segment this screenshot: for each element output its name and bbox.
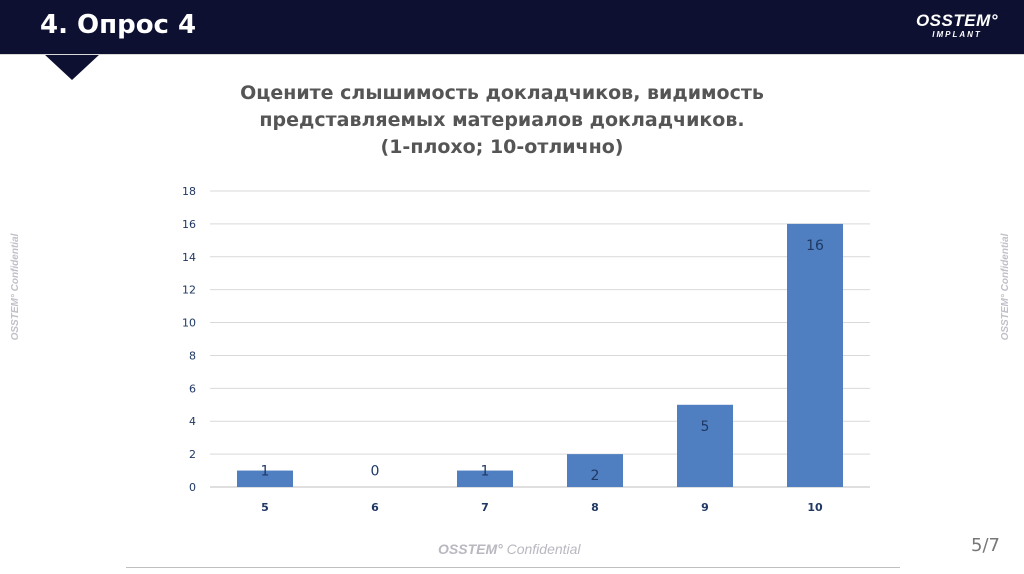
chart-title-line-1: Оцените слышимость докладчиков, видимост… [240, 82, 764, 104]
data-label: 1 [261, 464, 270, 480]
y-tick-label: 2 [189, 448, 196, 461]
y-tick-label: 16 [182, 218, 196, 231]
footer-brand: OSSTEM° [438, 541, 503, 557]
logo-sub-text: IMPLANT [932, 30, 982, 39]
bar [237, 470, 293, 487]
bar [787, 223, 843, 487]
bar [567, 454, 623, 487]
y-tick-label: 8 [189, 349, 196, 362]
y-tick-label: 6 [189, 382, 196, 395]
x-tick-label: 8 [591, 501, 599, 514]
bar [677, 404, 733, 487]
x-tick-label: 7 [481, 501, 489, 514]
y-tick-label: 4 [189, 415, 196, 428]
y-tick-label: 18 [182, 185, 196, 198]
page-number: 5/7 [971, 535, 1000, 556]
slide-title: 4. Опрос 4 [40, 10, 197, 40]
footer-divider [126, 567, 900, 568]
chart-title-line-3: (1-плохо; 10-отлично) [380, 136, 624, 158]
footer-watermark: OSSTEM° Confidential [438, 541, 581, 557]
data-label: 1 [481, 464, 490, 480]
y-tick-label: 10 [182, 317, 196, 330]
y-tick-label: 14 [182, 251, 196, 264]
x-tick-label: 9 [701, 501, 709, 514]
x-tick-label: 6 [371, 501, 379, 514]
chart-title-line-2: представляемых материалов докладчиков. [259, 109, 745, 131]
x-tick-label: 10 [807, 501, 823, 514]
header-notch [44, 54, 100, 80]
bar [457, 470, 513, 487]
osstem-logo: OSSTEM° IMPLANT [912, 12, 1002, 40]
footer-confidential: Confidential [506, 541, 581, 557]
logo-main-text: OSSTEM° [915, 11, 999, 30]
x-tick-label: 5 [261, 501, 269, 514]
data-label: 16 [806, 238, 824, 254]
y-tick-label: 12 [182, 284, 196, 297]
data-label: 5 [701, 419, 710, 435]
header-divider [0, 54, 1024, 55]
y-tick-label: 0 [189, 481, 196, 494]
slide-header [0, 0, 1024, 54]
chart-title: Оцените слышимость докладчиков, видимост… [172, 80, 832, 161]
data-label: 0 [371, 464, 380, 480]
data-label: 2 [591, 468, 600, 484]
